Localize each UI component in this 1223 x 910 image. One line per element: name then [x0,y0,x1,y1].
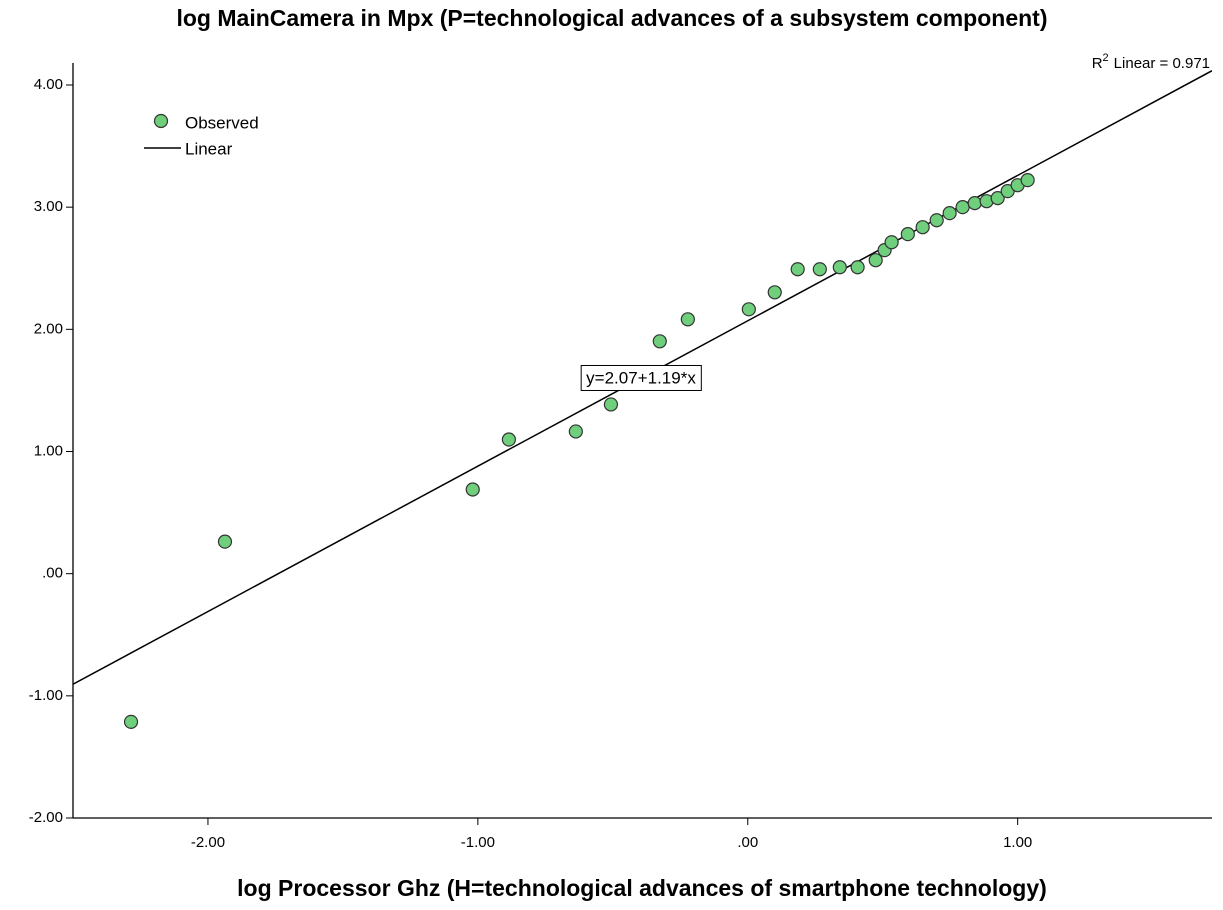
point [123,714,139,729]
point [942,206,957,221]
x-tick-label: .00 [737,834,758,851]
point [990,191,1005,206]
y-tick-label: 1.00 [34,442,63,459]
point [217,534,233,549]
x-axis-label: log Processor Ghz (H=technological advan… [237,875,1047,901]
fit-label: y=2.07+1.19*x [586,368,696,387]
point [465,482,480,497]
x-tick-label: -2.00 [191,834,225,851]
x-tick-label: -1.00 [461,834,495,851]
point [652,334,667,349]
point [741,302,756,317]
point [767,285,782,300]
point [884,235,899,250]
point [850,260,865,275]
point [915,220,930,235]
r2-text: Linear = 0.971 [1114,55,1210,72]
r2-sup: 2 [1103,52,1109,64]
point [568,424,583,439]
point [501,432,516,447]
point [929,213,944,228]
r2-r: R [1092,55,1103,72]
point [680,312,695,327]
x-tick-label: 1.00 [1003,834,1032,851]
legend-marker [153,113,169,129]
point [1020,173,1035,188]
point [790,262,805,277]
legend-label: Observed [185,113,259,132]
point [967,196,982,211]
y-tick-label: 3.00 [34,198,63,215]
y-tick-label: 4.00 [34,76,63,93]
point [603,397,619,412]
y-tick-label: 2.00 [34,320,63,337]
r2-label: R2 Linear = 0.971 [1092,52,1210,72]
point [868,253,883,268]
point [812,262,827,277]
y-tick-label: -1.00 [29,687,63,704]
y-tick-label: .00 [42,565,63,582]
fit-label-box [580,364,702,391]
y-tick-label: -2.00 [29,809,63,826]
legend-label: Linear [185,139,233,158]
point [955,200,970,215]
point [900,227,915,242]
chart-title: log MainCamera in Mpx (P=technological a… [176,5,1047,31]
point [832,260,847,275]
